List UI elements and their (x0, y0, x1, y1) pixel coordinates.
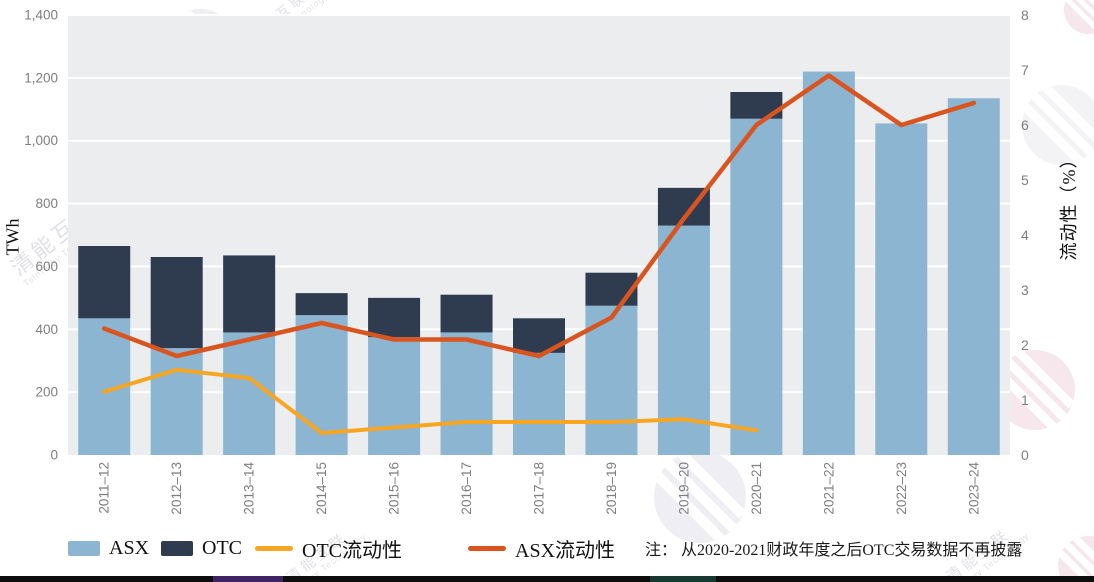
y-right-tick-1: 1 (1021, 392, 1029, 408)
x-tick-2018–19: 2018–19 (604, 462, 619, 515)
x-tick-2019–20: 2019–20 (676, 462, 691, 515)
bar-asx-2018–19 (585, 305, 638, 455)
x-tick-2011–12: 2011–12 (97, 462, 112, 514)
x-tick-2016–17: 2016–17 (459, 462, 474, 515)
x-tick-2022–23: 2022–23 (894, 462, 909, 515)
bottom-border-strip (0, 576, 1094, 582)
y-left-tick-1,400: 1,400 (24, 8, 58, 23)
strip-accent-teal (650, 576, 716, 582)
legend-item-otc: OTC (161, 537, 242, 560)
bar-asx-2023–24 (947, 98, 1000, 456)
bar-otc-2018–19 (585, 272, 638, 306)
y-left-tick-0: 0 (50, 448, 58, 463)
legend-item-asx-liquidity: ASX流动性 (468, 534, 615, 563)
legend-item-otc-liquidity: OTC流动性 (255, 534, 402, 563)
y-right-tick-2: 2 (1021, 337, 1029, 353)
y-axis-title-right: 流动性（%） (1059, 149, 1079, 261)
bar-asx-2022–23 (875, 123, 928, 455)
bar-asx-2021–22 (802, 71, 855, 456)
legend-label-otc: OTC (202, 536, 243, 559)
y-left-tick-600: 600 (35, 259, 58, 274)
bar-asx-2015–16 (368, 337, 421, 455)
bar-asx-2013–14 (223, 332, 276, 455)
x-tick-2013–14: 2013–14 (242, 462, 257, 515)
otc-liquidity-line (102, 367, 759, 435)
legend-label-asx: ASX (109, 536, 150, 559)
bar-otc-2013–14 (223, 255, 276, 333)
y-right-tick-4: 4 (1021, 227, 1029, 243)
bar-otc-2016–17 (440, 294, 493, 333)
y-axis-title-left: TWh (2, 218, 23, 256)
bar-asx-2012–13 (150, 348, 203, 455)
footnote: 注： 从2020-2021财政年度之后OTC交易数据不再披露 (645, 542, 1023, 559)
bar-otc-2011–12 (78, 246, 131, 319)
bar-asx-2017–18 (513, 352, 565, 455)
asx-swatch (68, 540, 100, 556)
bar-otc-2012–13 (150, 257, 203, 349)
otc-liquidity-line-swatch (255, 545, 294, 551)
strip-accent-purple (213, 576, 283, 582)
y-right-tick-0: 0 (1021, 447, 1029, 463)
bar-otc-2015–16 (368, 297, 421, 338)
y-right-tick-5: 5 (1021, 172, 1029, 188)
asx-liquidity-line-swatch (468, 545, 507, 551)
y-right-tick-6: 6 (1021, 117, 1029, 133)
legend-label-otc-liquidity: OTC流动性 (302, 539, 403, 562)
x-tick-2020–21: 2020–21 (749, 462, 764, 515)
bar-asx-2016–17 (440, 332, 493, 455)
y-left-tick-1,000: 1,000 (24, 133, 58, 148)
x-tick-2023–24: 2023–24 (966, 462, 981, 515)
x-tick-2012–13: 2012–13 (169, 462, 184, 515)
legend: ASX OTC OTC流动性 ASX流动性 注： 从2020-2021财政年度之… (68, 534, 1023, 563)
legend-item-asx: ASX (68, 537, 149, 560)
bar-otc-2014–15 (295, 293, 348, 316)
y-right-tick-7: 7 (1021, 62, 1029, 78)
y-right-tick-8: 8 (1021, 7, 1029, 23)
y-left-tick-800: 800 (35, 196, 58, 211)
x-tick-2017–18: 2017–18 (532, 462, 547, 515)
otc-swatch (161, 540, 194, 556)
y-left-tick-1,200: 1,200 (24, 70, 58, 85)
legend-label-asx-liquidity: ASX流动性 (515, 539, 616, 562)
asx-liquidity-line (101, 73, 977, 359)
x-tick-2021–22: 2021–22 (821, 462, 836, 515)
y-left-tick-200: 200 (35, 385, 58, 400)
bar-asx-2019–20 (657, 225, 710, 455)
y-left-tick-400: 400 (35, 322, 58, 337)
x-tick-2014–15: 2014–15 (314, 462, 329, 515)
bar-asx-2020–21 (730, 118, 783, 455)
y-right-tick-3: 3 (1021, 282, 1029, 298)
x-tick-2015–16: 2015–16 (387, 462, 402, 515)
